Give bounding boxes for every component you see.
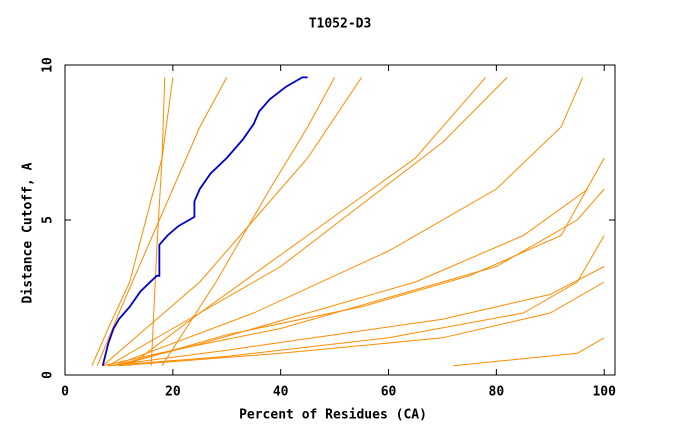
series-line xyxy=(161,77,336,366)
plot-frame xyxy=(64,64,616,376)
y-tick-label: 0 xyxy=(41,371,56,379)
series-line xyxy=(108,266,605,367)
x-axis-label: Percent of Residues (CA) xyxy=(239,408,427,423)
series-line xyxy=(113,188,589,367)
series-line xyxy=(150,77,166,366)
x-tick-label: 100 xyxy=(592,385,616,400)
series-line xyxy=(91,77,174,366)
x-tick-label: 20 xyxy=(165,385,181,400)
y-axis-label: Distance Cutoff, A xyxy=(21,162,36,303)
x-tick-label: 0 xyxy=(61,385,69,400)
x-tick-label: 60 xyxy=(381,385,397,400)
series-line xyxy=(102,77,362,367)
y-tick-label: 5 xyxy=(41,216,56,224)
series-line xyxy=(118,157,605,367)
x-tick-label: 80 xyxy=(489,385,505,400)
series-line xyxy=(118,281,605,367)
series-line xyxy=(113,77,584,367)
series-line xyxy=(96,77,228,366)
series-line xyxy=(107,77,508,367)
x-tick-label: 40 xyxy=(273,385,289,400)
series-line xyxy=(101,76,308,366)
series-line xyxy=(453,337,605,367)
y-tick-label: 10 xyxy=(41,57,56,73)
chart-title: T1052-D3 xyxy=(309,17,372,32)
series-line xyxy=(108,235,605,367)
series-line xyxy=(102,188,605,367)
series-line xyxy=(129,77,486,367)
